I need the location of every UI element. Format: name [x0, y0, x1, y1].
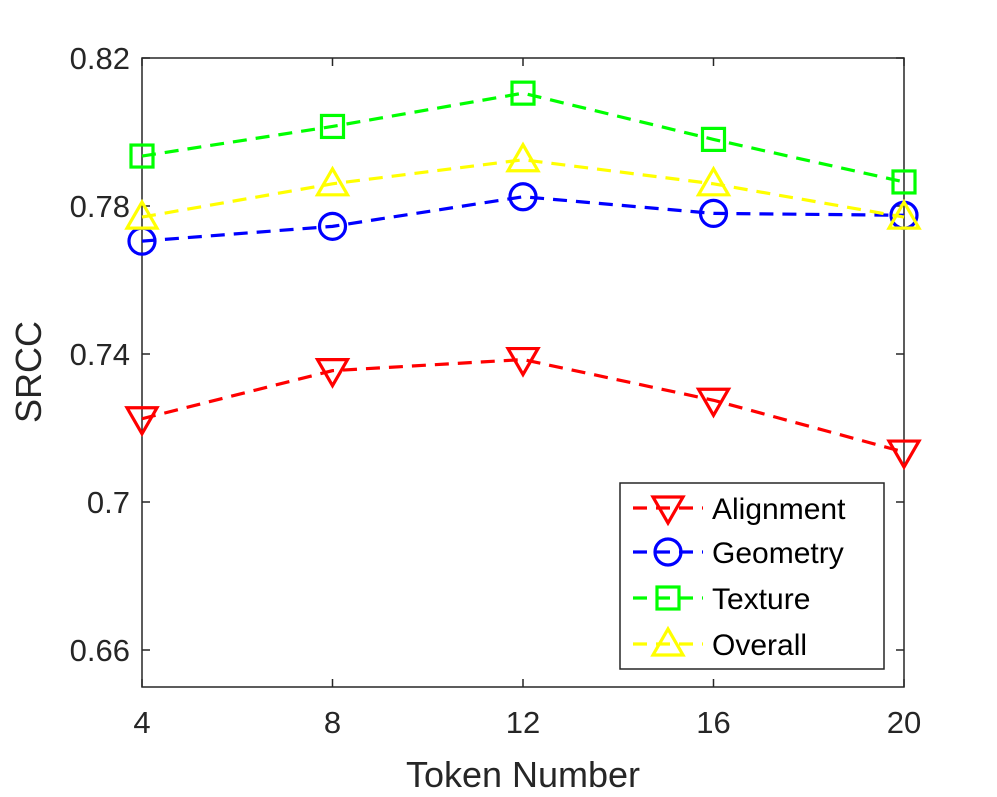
y-tick-label: 0.82: [70, 41, 130, 76]
data-point-geometry: [508, 182, 538, 212]
legend-marker: [650, 495, 686, 527]
series-layer: [124, 80, 922, 471]
legend-marker: [650, 625, 686, 657]
data-point-alignment: [314, 358, 351, 389]
y-axis-label: SRCC: [8, 321, 49, 423]
series-line-geometry: [141, 195, 905, 243]
y-axis-ticks: 0.66 0.7 0.74 0.78 0.82: [70, 41, 904, 668]
data-point-alignment: [695, 387, 732, 419]
data-point-overall: [505, 141, 541, 173]
series-overall: [124, 141, 922, 230]
x-axis-label: Token Number: [406, 754, 640, 795]
data-point-overall: [124, 198, 160, 230]
legend-label: Alignment: [712, 493, 846, 526]
data-point-texture: [510, 80, 536, 106]
data-point-overall: [886, 198, 922, 230]
legend-item-alignment: Alignment: [633, 493, 846, 527]
y-tick-label: 0.78: [70, 189, 130, 224]
series-alignment: [124, 346, 922, 471]
y-tick-label: 0.74: [70, 337, 130, 372]
data-point-overall: [695, 165, 732, 197]
legend-marker: [653, 537, 683, 567]
y-tick-label: 0.66: [70, 633, 130, 668]
legend-label: Geometry: [712, 537, 844, 570]
x-tick-label: 16: [696, 705, 730, 740]
x-tick-label: 12: [506, 705, 540, 740]
data-point-texture: [700, 126, 727, 152]
data-point-texture: [319, 113, 346, 140]
series-line-texture: [141, 91, 905, 184]
legend-marker: [655, 585, 681, 611]
data-point-alignment: [886, 439, 922, 471]
data-point-alignment: [124, 406, 160, 437]
x-tick-label: 20: [887, 705, 921, 740]
data-point-texture: [891, 169, 917, 195]
x-tick-label: 8: [324, 705, 341, 740]
legend-label: Texture: [712, 583, 810, 616]
series-texture: [129, 80, 917, 195]
data-point-overall: [314, 165, 351, 197]
data-point-alignment: [505, 346, 541, 378]
series-line-alignment: [141, 357, 905, 454]
x-tick-label: 4: [133, 705, 150, 740]
data-point-texture: [129, 143, 155, 169]
legend: Alignment Geometry Texture Overall: [619, 482, 885, 670]
legend-item-overall: Overall: [633, 625, 807, 662]
legend-item-geometry: Geometry: [633, 537, 844, 570]
legend-label: Overall: [712, 629, 807, 662]
data-point-geometry: [317, 211, 348, 241]
data-point-geometry: [698, 198, 729, 228]
legend-item-texture: Texture: [633, 583, 810, 616]
series-line-overall: [141, 158, 905, 219]
y-tick-label: 0.7: [87, 485, 130, 520]
x-axis-ticks: 4 8 12 16 20: [133, 58, 921, 740]
